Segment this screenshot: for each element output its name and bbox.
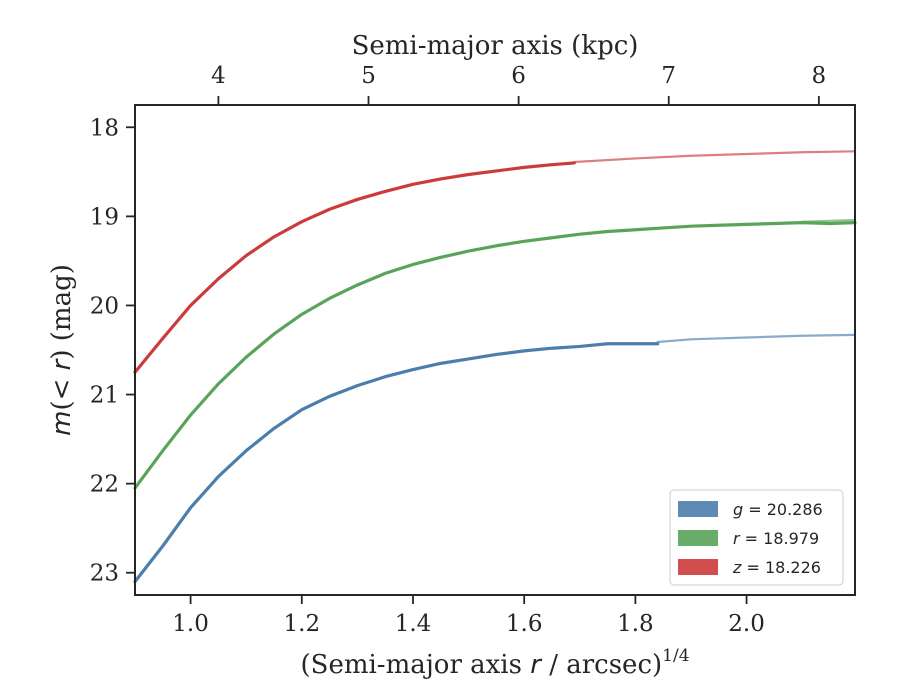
y-tick-label: 23 [90, 561, 119, 587]
bottom-x-tick-label: 1.0 [172, 611, 209, 637]
series-g-extension [656, 333, 857, 344]
series-z-extension [573, 150, 857, 164]
bottom-x-tick-label: 1.8 [617, 611, 654, 637]
top-x-tick-label: 6 [511, 63, 526, 89]
y-axis-title: m(< r) (mag) [47, 264, 77, 436]
y-tick-label: 22 [90, 472, 119, 498]
legend: g = 20.286 r = 18.979 z = 18.226 [669, 489, 844, 586]
legend-label: r = 18.979 [733, 529, 819, 548]
bottom-x-axis-title: (Semi-major axis r / arcsec)1/4 [300, 646, 689, 680]
series-z-line [133, 161, 576, 374]
y-tick-label: 20 [90, 293, 119, 319]
bottom-x-tick-label: 1.6 [506, 611, 543, 637]
top-x-axis-title: Semi-major axis (kpc) [352, 31, 639, 61]
bottom-x-tick-label: 1.4 [395, 611, 432, 637]
legend-swatch [678, 501, 718, 517]
y-tick-label: 21 [90, 383, 119, 409]
ticks-layer: 1.0 1.2 1.4 1.6 1.8 2.0 4 5 6 7 8 18 19 20 21 22 23 [90, 63, 826, 637]
series-g-line [133, 342, 660, 584]
axes-frame [134, 104, 856, 596]
bottom-x-tick-label: 1.2 [284, 611, 321, 637]
bottom-x-tick-label: 2.0 [728, 611, 765, 637]
legend-label: z = 18.226 [732, 558, 821, 577]
y-tick-label: 19 [90, 204, 119, 230]
series-r-line [133, 221, 857, 490]
top-x-tick-label: 4 [211, 63, 226, 89]
top-x-tick-label: 5 [361, 63, 376, 89]
legend-swatch [678, 559, 718, 575]
y-tick-label: 18 [90, 115, 119, 141]
legend-label: g = 20.286 [733, 500, 823, 519]
legend-swatch [678, 530, 718, 546]
top-x-tick-label: 8 [812, 63, 827, 89]
top-x-tick-label: 7 [661, 63, 676, 89]
series-layer [133, 150, 857, 584]
